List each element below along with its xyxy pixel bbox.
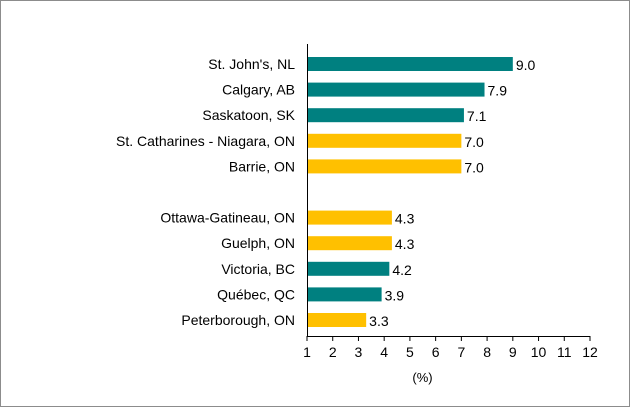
x-tick-label: 9	[509, 344, 517, 360]
value-label: 3.3	[369, 313, 389, 329]
value-label: 4.3	[395, 211, 415, 227]
value-label: 7.0	[464, 134, 484, 150]
x-tick-label: 4	[380, 344, 388, 360]
bar	[307, 287, 382, 302]
bar	[307, 210, 392, 225]
bars-group	[307, 57, 513, 327]
bar	[307, 108, 464, 123]
category-label: Québec, QC	[217, 286, 295, 302]
category-label: Victoria, BC	[221, 261, 295, 277]
bar	[307, 261, 390, 276]
x-tick-label: 12	[582, 344, 598, 360]
bar	[307, 159, 462, 174]
bar	[307, 236, 392, 251]
x-tick-label: 11	[557, 344, 572, 360]
x-tick-label: 10	[531, 344, 547, 360]
category-label: Saskatoon, SK	[202, 107, 295, 123]
category-label: St. Catharines - Niagara, ON	[116, 133, 295, 149]
value-label: 7.1	[467, 108, 487, 124]
category-label: Calgary, AB	[222, 82, 295, 98]
x-tick-label: 7	[457, 344, 465, 360]
bar	[307, 82, 485, 97]
value-label: 3.9	[385, 287, 405, 303]
value-label: 4.3	[395, 236, 415, 252]
category-labels-group: St. John's, NL Calgary, AB Saskatoon, SK St…	[116, 56, 296, 328]
category-label: Guelph, ON	[221, 235, 295, 251]
category-label: St. John's, NL	[208, 56, 295, 72]
value-label: 4.2	[392, 262, 412, 278]
x-tick-label: 5	[406, 344, 414, 360]
x-axis-title: (%)	[412, 370, 432, 385]
x-tick-label: 6	[432, 344, 440, 360]
bar	[307, 57, 513, 71]
bar	[307, 313, 367, 327]
x-tick-label: 8	[483, 344, 491, 360]
category-label: Peterborough, ON	[181, 312, 295, 328]
x-tick-label: 3	[355, 344, 363, 360]
bar	[307, 133, 462, 148]
value-label: 7.9	[488, 83, 508, 99]
category-label: Ottawa-Gatineau, ON	[160, 210, 295, 226]
x-tick-label: 2	[329, 344, 337, 360]
x-tick-label: 1	[303, 344, 311, 360]
value-label: 7.0	[464, 159, 484, 175]
value-label: 9.0	[516, 57, 536, 73]
category-label: Barrie, ON	[229, 158, 295, 174]
value-labels-group: 9.0 7.97.1 7.0 7.0 4.3 4.3 4.2 3.9 3.3	[369, 57, 535, 329]
x-ticks-group: 1 2 3 4 5 6 7 8 9 10 11 12	[303, 336, 598, 360]
